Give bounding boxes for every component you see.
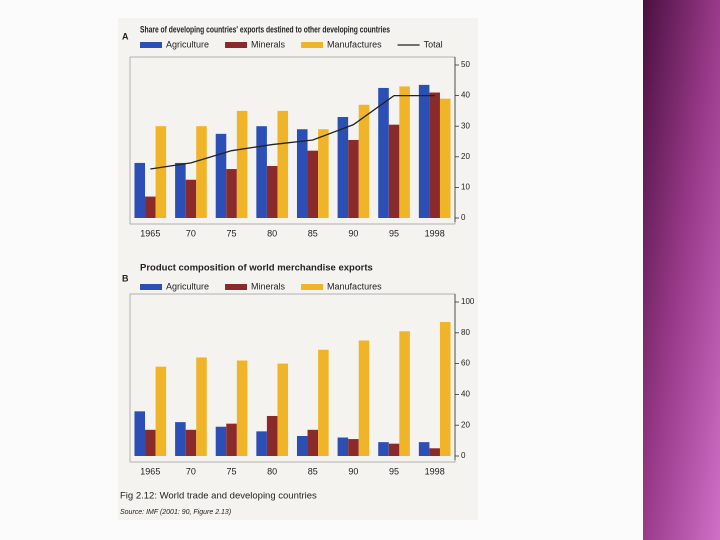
chart-title: Product composition of world merchandise… (140, 263, 373, 274)
legend-label: Minerals (251, 281, 286, 291)
bar (429, 448, 440, 456)
legend-swatch (301, 42, 324, 48)
bar (256, 126, 267, 218)
y-tick-label: 20 (461, 152, 470, 161)
bar (388, 443, 400, 456)
legend-label: Agriculture (166, 39, 209, 49)
chart-title: Share of developing countries' exports d… (140, 25, 390, 36)
panel-label: B (122, 273, 129, 283)
legend-swatch (301, 284, 324, 290)
decor-strip (643, 0, 720, 540)
bar (318, 129, 329, 218)
source: Source: IMF (2001: 90, Figure 2.13) (120, 509, 231, 516)
y-tick-label: 10 (461, 183, 470, 192)
x-tick-label: 80 (267, 466, 277, 476)
bar (388, 124, 400, 218)
bar (256, 431, 267, 456)
x-tick-label: 1965 (140, 466, 160, 476)
y-tick-label: 80 (461, 328, 470, 337)
bar (307, 150, 319, 218)
bar (277, 363, 289, 456)
bar (175, 422, 186, 456)
legend-label: Agriculture (166, 281, 209, 291)
bar (399, 86, 410, 218)
y-tick-label: 0 (461, 213, 466, 222)
x-tick-label: 1965 (140, 228, 160, 238)
bar (175, 162, 186, 218)
x-tick-label: 75 (227, 228, 237, 238)
bar (134, 411, 146, 456)
x-tick-label: 95 (389, 466, 399, 476)
bar (337, 117, 349, 218)
bar (296, 435, 308, 456)
bar (196, 126, 207, 218)
bar (418, 442, 430, 456)
bar (185, 429, 197, 456)
bar (418, 84, 430, 218)
x-tick-label: 80 (267, 228, 277, 238)
bar (155, 126, 167, 218)
y-tick-label: 0 (461, 451, 466, 460)
x-tick-label: 95 (389, 228, 399, 238)
bar (348, 139, 359, 218)
bar (378, 442, 389, 456)
bar (236, 110, 248, 218)
y-tick-label: 40 (461, 91, 470, 100)
bar (358, 340, 370, 456)
legend-label: Manufactures (327, 39, 382, 49)
bar (215, 426, 227, 456)
y-tick-label: 30 (461, 121, 470, 130)
legend-label: Total (424, 39, 443, 49)
bar (226, 423, 237, 456)
bar (226, 169, 237, 218)
x-tick-label: 70 (186, 228, 196, 238)
bar (185, 179, 197, 218)
caption: Fig 2.12: World trade and developing cou… (120, 491, 317, 502)
bar (145, 196, 156, 218)
bar (337, 437, 349, 456)
bar (215, 133, 227, 218)
y-tick-label: 20 (461, 420, 470, 429)
legend-swatch (140, 284, 162, 290)
bar (196, 357, 207, 456)
x-tick-label: 1998 (425, 466, 445, 476)
y-tick-label: 60 (461, 359, 470, 368)
bar (429, 92, 440, 218)
bar (307, 429, 319, 456)
x-tick-label: 70 (186, 466, 196, 476)
bar (318, 349, 329, 456)
legend-swatch (140, 42, 162, 48)
bar (266, 165, 278, 218)
bar (439, 322, 451, 456)
bar (236, 360, 248, 456)
y-tick-label: 50 (461, 60, 470, 69)
legend-label: Manufactures (327, 281, 382, 291)
bar (145, 429, 156, 456)
line (150, 94, 435, 170)
legend-label: Minerals (251, 39, 286, 49)
x-tick-label: 75 (227, 466, 237, 476)
legend-swatch (225, 42, 248, 48)
bar (266, 415, 278, 456)
panel-label: A (122, 31, 129, 41)
legend-swatch (225, 284, 248, 290)
bar (155, 366, 167, 456)
bar (439, 98, 451, 218)
y-tick-label: 100 (461, 297, 475, 306)
bar (348, 439, 359, 456)
bar (277, 110, 289, 218)
x-tick-label: 1998 (425, 228, 445, 238)
bar (358, 104, 370, 218)
bar (134, 162, 146, 218)
bar (378, 87, 389, 218)
bar (399, 331, 410, 456)
bar (296, 129, 308, 218)
x-tick-label: 90 (348, 466, 358, 476)
y-tick-label: 40 (461, 390, 470, 399)
x-tick-label: 85 (308, 466, 318, 476)
x-tick-label: 85 (308, 228, 318, 238)
x-tick-label: 90 (348, 228, 358, 238)
